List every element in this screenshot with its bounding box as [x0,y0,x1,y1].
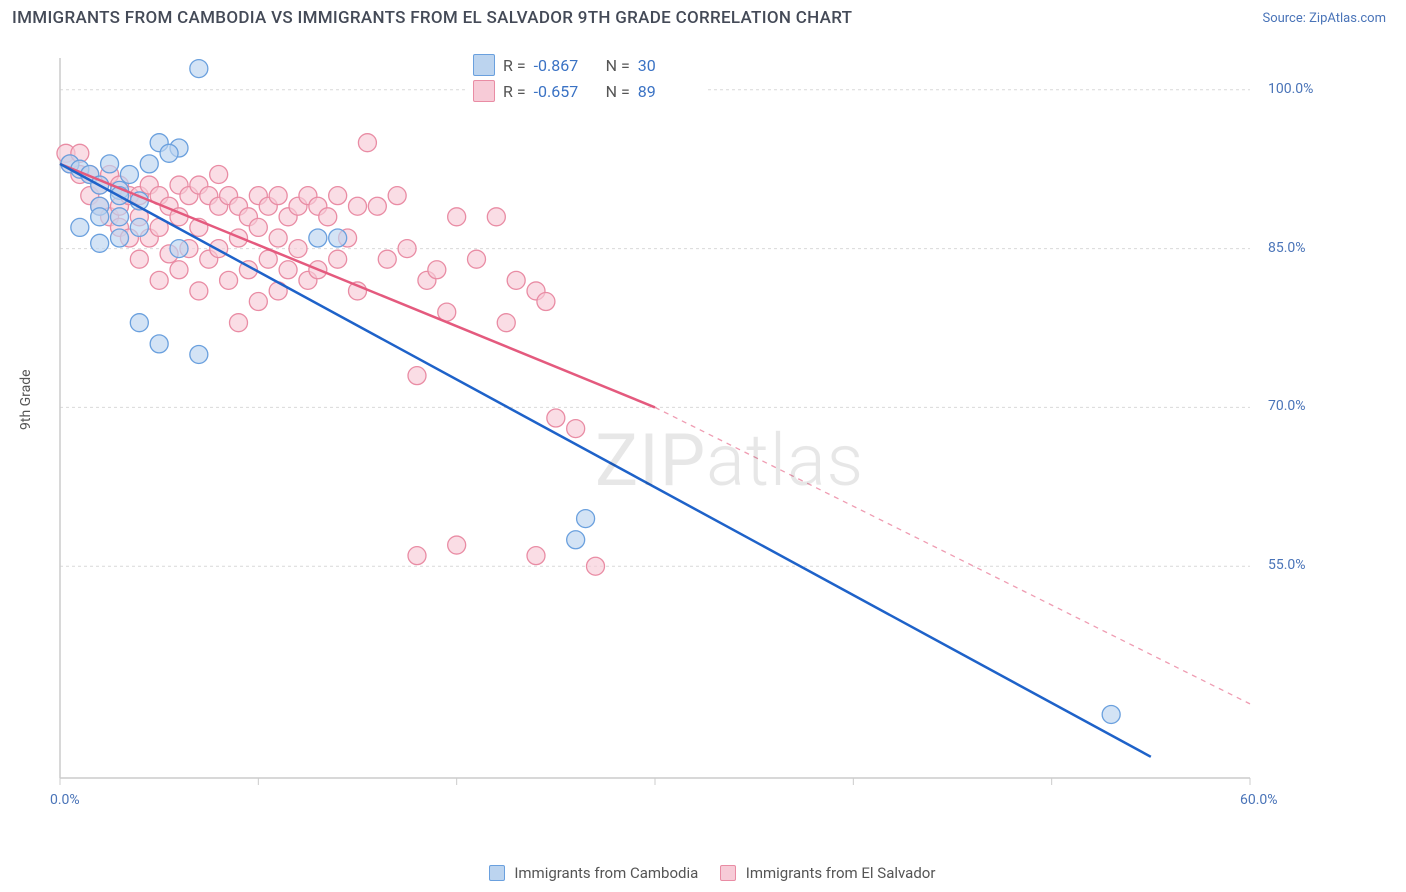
source-prefix: Source: [1262,11,1309,26]
x-tick-label: 60.0% [1240,792,1278,808]
scatter-plot [55,48,1335,818]
y-tick-label: 70.0% [1268,398,1306,414]
chart-area: R = -0.867 N = 30 R = -0.657 N = 89 ZIPa… [55,48,1390,828]
r-value-cambodia: -0.867 [534,56,594,75]
chart-header: IMMIGRANTS FROM CAMBODIA VS IMMIGRANTS F… [0,0,1406,32]
source-attribution: Source: ZipAtlas.com [1262,11,1386,26]
legend-row-cambodia: R = -0.867 N = 30 [473,52,698,78]
n-value-cambodia: 30 [638,56,698,75]
y-tick-label: 55.0% [1268,557,1306,573]
r-label: R = [503,82,526,101]
r-label: R = [503,56,526,75]
r-value-elsalvador: -0.657 [534,82,594,101]
y-tick-label: 100.0% [1268,81,1313,97]
legend-row-elsalvador: R = -0.657 N = 89 [473,78,698,104]
series-legend: Immigrants from Cambodia Immigrants from… [0,864,1406,882]
x-tick-label: 0.0% [50,792,80,808]
y-tick-label: 85.0% [1268,240,1306,256]
y-axis-label: 9th Grade [18,369,34,430]
correlation-legend: R = -0.867 N = 30 R = -0.657 N = 89 [465,48,706,108]
n-label: N = [602,56,630,75]
swatch-cambodia [473,54,495,76]
n-value-elsalvador: 89 [638,82,698,101]
swatch-cambodia-icon [489,865,505,881]
source-name: ZipAtlas.com [1309,11,1386,26]
swatch-elsalvador-icon [720,865,736,881]
n-label: N = [602,82,630,101]
chart-title: IMMIGRANTS FROM CAMBODIA VS IMMIGRANTS F… [12,8,852,28]
legend-label-elsalvador: Immigrants from El Salvador [746,864,936,882]
legend-label-cambodia: Immigrants from Cambodia [514,864,698,882]
swatch-elsalvador [473,80,495,102]
